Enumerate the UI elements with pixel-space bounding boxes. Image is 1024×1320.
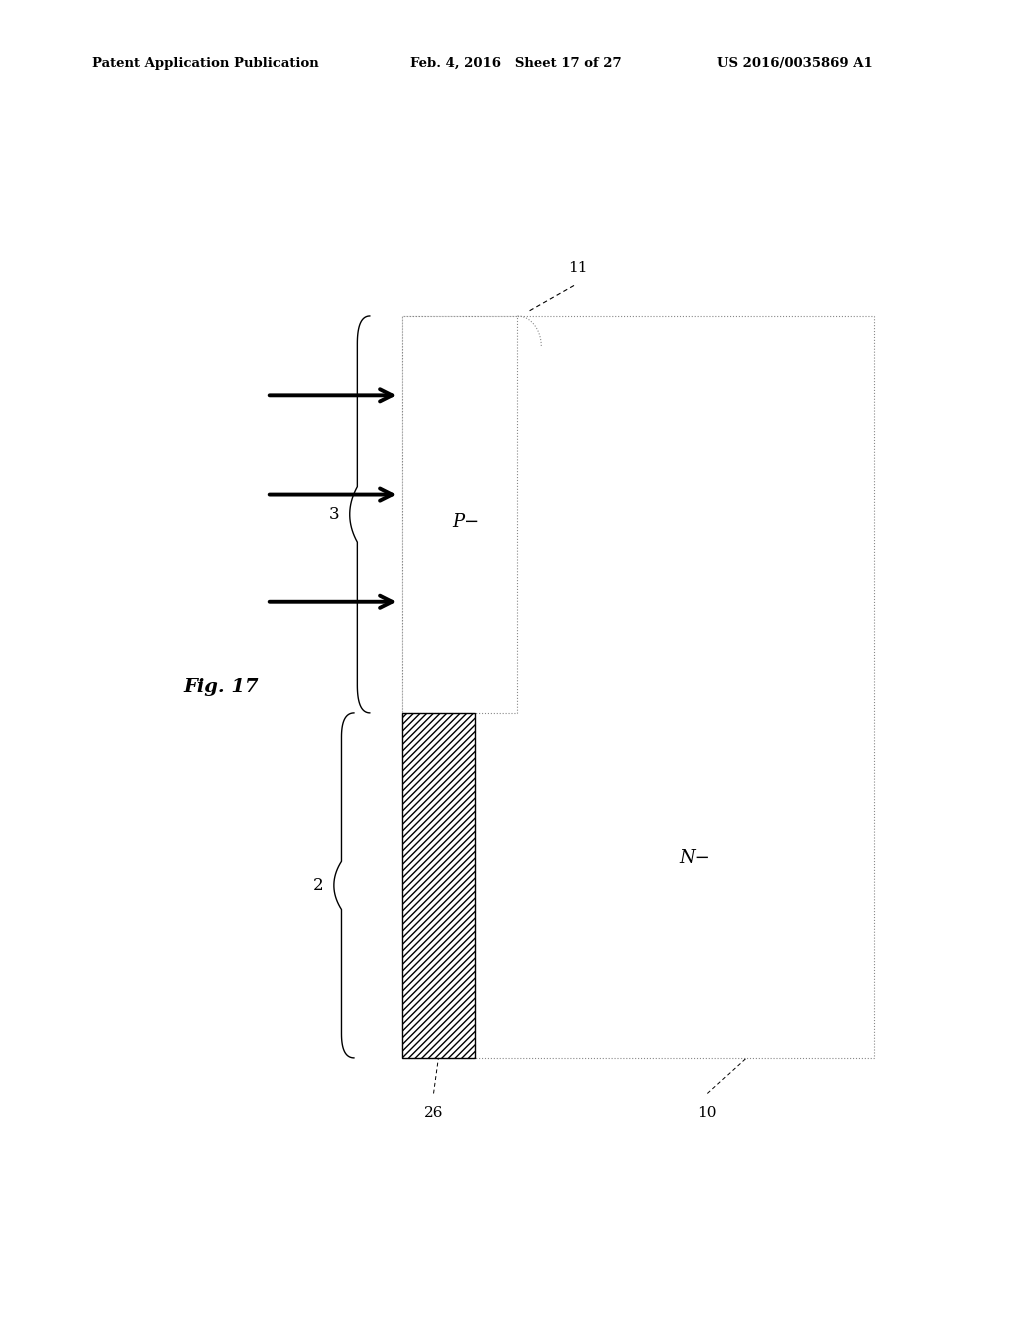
- Text: 11: 11: [568, 261, 588, 276]
- Text: P−: P−: [452, 513, 479, 532]
- Text: US 2016/0035869 A1: US 2016/0035869 A1: [717, 57, 872, 70]
- Text: 3: 3: [329, 506, 340, 523]
- Text: 26: 26: [424, 1106, 443, 1119]
- Bar: [401, 315, 517, 713]
- Text: Feb. 4, 2016   Sheet 17 of 27: Feb. 4, 2016 Sheet 17 of 27: [410, 57, 622, 70]
- Text: Fig. 17: Fig. 17: [183, 678, 259, 696]
- Text: 10: 10: [697, 1106, 717, 1119]
- Bar: [401, 315, 873, 1057]
- Text: 2: 2: [313, 876, 324, 894]
- Text: N−: N−: [679, 849, 710, 867]
- Text: Patent Application Publication: Patent Application Publication: [92, 57, 318, 70]
- Bar: [401, 713, 475, 1057]
